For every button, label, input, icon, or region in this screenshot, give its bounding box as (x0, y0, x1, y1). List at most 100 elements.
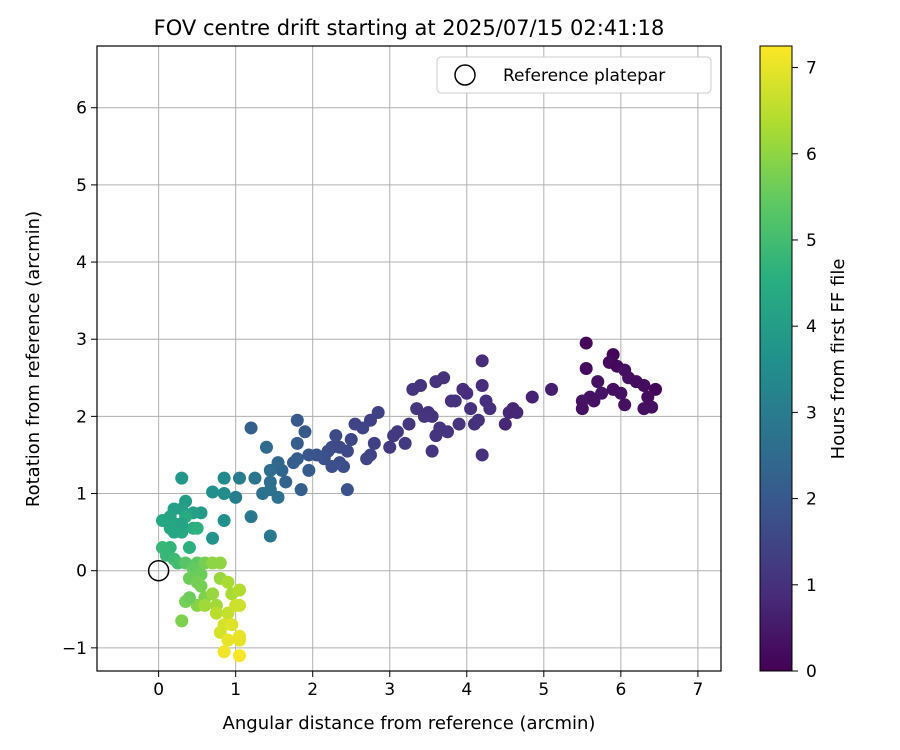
x-tick-label: 7 (692, 680, 703, 700)
y-tick-label: −1 (62, 639, 87, 659)
legend-reference-marker (454, 64, 476, 86)
scatter-point (475, 448, 489, 462)
y-tick-label: 0 (76, 562, 87, 582)
scatter-point (198, 598, 212, 612)
y-tick-label: 1 (76, 485, 87, 505)
colorbar (759, 45, 793, 672)
scatter-point (279, 475, 293, 489)
x-tick-label: 5 (538, 680, 549, 700)
scatter-point (340, 483, 354, 497)
scatter-point (217, 514, 231, 528)
scatter-point (525, 390, 539, 404)
colorbar-tick-label: 6 (806, 145, 817, 165)
scatter-point (406, 382, 420, 396)
scatter-point (398, 436, 412, 450)
legend: Reference platepar (436, 56, 712, 94)
scatter-point (579, 362, 593, 376)
scatter-point (545, 382, 559, 396)
scatter-point (190, 521, 204, 535)
scatter-point (429, 375, 443, 389)
scatter-point (337, 460, 351, 474)
scatter-point (206, 485, 220, 499)
scatter-point (263, 483, 277, 497)
scatter-point (645, 400, 659, 414)
y-tick-label: 3 (76, 330, 87, 350)
scatter-point (387, 429, 401, 443)
colorbar-tick-label: 1 (806, 576, 817, 596)
scatter-point (290, 413, 304, 427)
scatter-point (259, 440, 273, 454)
scatter-point (475, 354, 489, 368)
y-tick-label: 6 (76, 99, 87, 119)
scatter-point (221, 633, 235, 647)
scatter-point (294, 483, 308, 497)
x-tick-label: 4 (461, 680, 472, 700)
scatter-point (217, 645, 231, 659)
scatter-point (575, 402, 589, 416)
scatter-point (229, 490, 243, 504)
scatter-point (637, 379, 651, 393)
scatter-point (402, 417, 416, 431)
y-axis-ticks: −1 0 1 2 3 4 5 6 (62, 99, 97, 659)
scatter-point (614, 386, 628, 400)
scatter-point (244, 510, 258, 524)
x-axis-label: Angular distance from reference (arcmin) (223, 713, 596, 734)
y-tick-label: 4 (76, 253, 87, 273)
y-axis-label: Rotation from reference (arcmin) (23, 211, 44, 507)
colorbar-ticks: 0 1 2 3 4 5 6 7 (792, 59, 817, 682)
scatter-point (498, 417, 512, 431)
plot-frame (96, 45, 722, 672)
scatter-point (175, 471, 189, 485)
scatter-point (348, 417, 362, 431)
colorbar-tick-label: 5 (806, 231, 817, 251)
scatter-point (302, 448, 316, 462)
scatter-point (286, 456, 300, 470)
scatter-point (221, 575, 235, 589)
x-tick-label: 2 (307, 680, 318, 700)
scatter-point (206, 531, 220, 545)
scatter-point (233, 598, 247, 612)
x-tick-label: 0 (153, 680, 164, 700)
scatter-point (425, 444, 439, 458)
scatter-point (175, 614, 189, 628)
scatter-point (167, 525, 181, 539)
x-tick-label: 3 (384, 680, 395, 700)
scatter-point (367, 436, 381, 450)
scatter-point (464, 402, 478, 416)
colorbar-tick-label: 7 (806, 59, 817, 79)
scatter-point (329, 429, 343, 443)
scatter-point (587, 394, 601, 408)
scatter-point (475, 379, 489, 393)
scatter-point (579, 336, 593, 350)
colorbar-tick-label: 4 (806, 317, 817, 337)
scatter-point (290, 436, 304, 450)
x-tick-label: 1 (230, 680, 241, 700)
scatter-point (225, 618, 239, 632)
scatter-point (213, 556, 227, 570)
scatter-point (194, 579, 208, 593)
colorbar-tick-label: 0 (806, 662, 817, 682)
grid-lines (97, 46, 721, 671)
scatter-point (244, 421, 258, 435)
scatter-point (417, 409, 431, 423)
scatter-point (263, 463, 277, 477)
y-tick-label: 5 (76, 176, 87, 196)
reference-marker (147, 559, 170, 582)
colorbar-tick-label: 3 (806, 403, 817, 423)
scatter-point (298, 425, 312, 439)
scatter-point (209, 606, 223, 620)
scatter-point (233, 629, 247, 643)
scatter-point (248, 471, 262, 485)
y-tick-label: 2 (76, 407, 87, 427)
x-tick-label: 6 (615, 680, 626, 700)
scatter-point (217, 471, 231, 485)
scatter-point (456, 382, 470, 396)
data-points (155, 336, 663, 663)
scatter-point (206, 587, 220, 601)
scatter-point (217, 487, 231, 501)
scatter-point (182, 591, 196, 605)
scatter-point (483, 402, 497, 416)
scatter-point (302, 463, 316, 477)
colorbar-tick-label: 2 (806, 490, 817, 510)
scatter-point (263, 529, 277, 543)
